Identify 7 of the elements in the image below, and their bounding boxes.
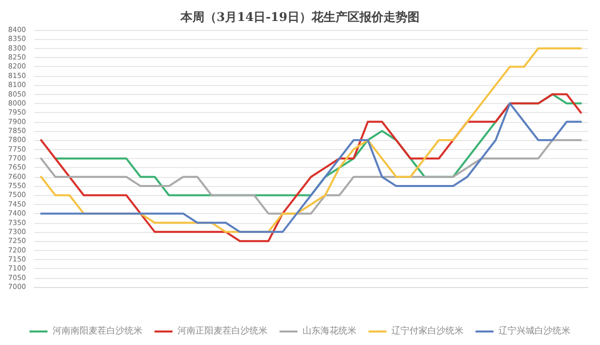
legend-label: 山东海花统米 (302, 326, 356, 336)
legend-label: 辽宁付家白沙统米 (392, 326, 464, 336)
legend-label: 河南南阳麦茬白沙统米 (52, 326, 142, 336)
legend-label: 河南正阳麦茬白沙统米 (178, 326, 268, 336)
chart-title: 本周（3月14日-19日）花生产区报价走势图 (180, 10, 420, 24)
line-series (40, 139, 582, 215)
legend-label: 辽宁兴城白沙统米 (498, 326, 570, 336)
